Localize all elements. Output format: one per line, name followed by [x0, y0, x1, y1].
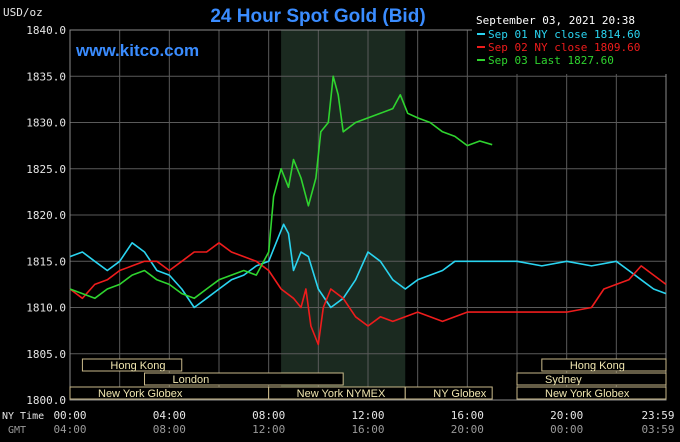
- legend-entry: Sep 03 Last 1827.60: [488, 54, 614, 67]
- watermark-url: www.kitco.com: [75, 41, 199, 60]
- session-label: London: [173, 374, 210, 386]
- y-tick-label: 1830.0: [26, 117, 66, 130]
- y-tick-label: 1820.0: [26, 209, 66, 222]
- x-tick-label-ny: 00:00: [53, 409, 86, 422]
- session-bar: [404, 386, 493, 400]
- ny-time-row-label: NY Time: [2, 411, 44, 422]
- legend-date: September 03, 2021 20:38: [476, 14, 635, 27]
- legend-entry: Sep 02 NY close 1809.60: [488, 41, 640, 54]
- x-tick-label-ny: 08:00: [252, 409, 285, 422]
- x-tick-label-gmt: 04:00: [53, 423, 86, 436]
- gmt-row-label: GMT: [8, 425, 26, 436]
- x-tick-label-gmt: 12:00: [252, 423, 285, 436]
- y-tick-label: 1825.0: [26, 163, 66, 176]
- x-tick-label-gmt: 03:59: [641, 423, 674, 436]
- y-tick-label: 1835.0: [26, 70, 66, 83]
- legend-entry: Sep 01 NY close 1814.60: [488, 28, 640, 41]
- x-tick-label-ny: 20:00: [550, 409, 583, 422]
- session-label: New York Globex: [98, 388, 183, 400]
- x-tick-label-ny: 04:00: [153, 409, 186, 422]
- session-label: NY Globex: [433, 388, 486, 400]
- chart-title: 24 Hour Spot Gold (Bid): [210, 6, 425, 27]
- series-line-3: [69, 75, 493, 300]
- session-bar: [144, 372, 344, 386]
- session-bar: [516, 386, 667, 400]
- y-tick-label: 1800.0: [26, 394, 66, 407]
- y-tick-label: 1840.0: [26, 24, 66, 37]
- x-tick-label-ny: 16:00: [451, 409, 484, 422]
- x-tick-label-gmt: 16:00: [351, 423, 384, 436]
- y-tick-label: 1805.0: [26, 348, 66, 361]
- legend-box: [472, 10, 674, 74]
- session-bar: [516, 372, 667, 386]
- x-tick-label-gmt: 08:00: [153, 423, 186, 436]
- session-label: Hong Kong: [570, 360, 625, 372]
- series-line-1: [69, 223, 667, 309]
- x-tick-label-gmt: 20:00: [451, 423, 484, 436]
- session-label: Sydney: [545, 374, 582, 386]
- y-tick-label: 1815.0: [26, 255, 66, 268]
- legend: September 03, 2021 20:38 Sep 01 NY close…: [472, 10, 674, 74]
- x-tick-label-gmt: 00:00: [550, 423, 583, 436]
- series-line-2: [69, 242, 667, 346]
- unit-label: USD/oz: [3, 6, 43, 19]
- session-label: New York Globex: [545, 388, 630, 400]
- session-label: Hong Kong: [110, 360, 165, 372]
- session-bar: [81, 358, 183, 372]
- session-bar: [541, 358, 667, 372]
- x-tick-label-ny: 12:00: [351, 409, 384, 422]
- plot-area-border: [69, 29, 667, 401]
- y-tick-label: 1810.0: [26, 302, 66, 315]
- session-label: New York NYMEX: [297, 388, 386, 400]
- x-tick-label-ny: 23:59: [641, 409, 674, 422]
